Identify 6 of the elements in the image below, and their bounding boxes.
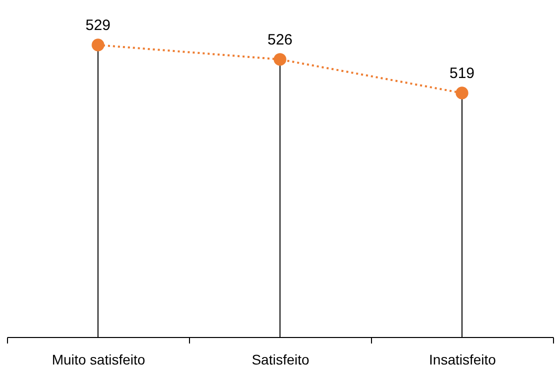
x-tick-label: Insatisfeito (429, 352, 496, 367)
data-label: 519 (449, 65, 475, 82)
x-tick-label: Muito satisfeito (52, 352, 146, 367)
x-tick-label: Satisfeito (252, 352, 310, 367)
data-label: 526 (267, 31, 293, 48)
data-label: 529 (85, 17, 111, 34)
